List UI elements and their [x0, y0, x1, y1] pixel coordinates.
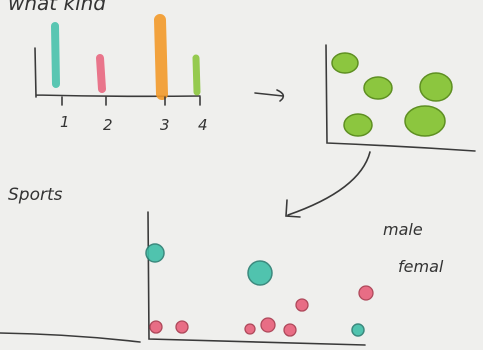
- heading: what kind: [8, 0, 106, 15]
- point: [175, 320, 189, 334]
- point: [247, 260, 273, 286]
- tick-label: 4: [198, 116, 208, 134]
- edge-line: [0, 332, 141, 343]
- bar: [154, 14, 168, 100]
- point: [295, 298, 309, 312]
- point: [419, 72, 453, 102]
- pink-points: [149, 285, 374, 337]
- points: [331, 52, 453, 137]
- tick-label: 3: [160, 116, 170, 134]
- legend-label: male: [383, 220, 423, 239]
- point: [283, 323, 297, 337]
- tick-label: 2: [103, 116, 113, 134]
- bar: [192, 54, 201, 96]
- point: [363, 76, 393, 100]
- point: [351, 323, 365, 337]
- sketch-title: Sports: [8, 185, 63, 205]
- tick-label: 1: [60, 113, 70, 131]
- bar-axes: [34, 47, 201, 98]
- scatter-axes: [147, 211, 366, 346]
- point: [343, 113, 373, 137]
- legend-label: femal: [398, 257, 444, 276]
- bar: [51, 22, 60, 88]
- point: [260, 317, 276, 333]
- bar: [96, 54, 106, 93]
- arrow: [254, 89, 285, 102]
- point: [149, 320, 163, 334]
- point: [331, 52, 359, 74]
- scatter-axes: [325, 44, 476, 152]
- teal-points: [145, 243, 365, 337]
- curved-arrow: [285, 151, 371, 218]
- ticks: [61, 96, 201, 106]
- point: [358, 285, 374, 301]
- point: [244, 323, 256, 335]
- point: [145, 243, 165, 263]
- point: [404, 105, 446, 137]
